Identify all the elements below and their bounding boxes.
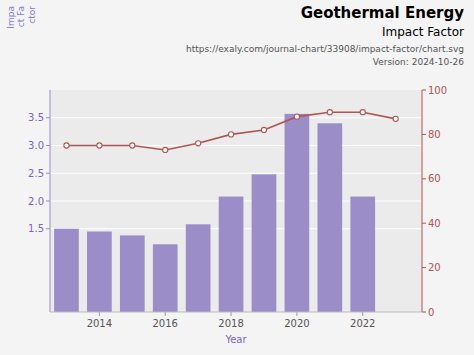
tick-label: 20 <box>428 262 441 273</box>
tick-label: 80 <box>428 129 441 140</box>
marker <box>163 147 168 152</box>
marker <box>228 132 233 137</box>
plot-area <box>50 90 422 312</box>
tick-label: 2020 <box>284 318 309 329</box>
subtitle: Impact Factor <box>382 25 464 39</box>
bar <box>87 232 112 312</box>
tick <box>422 223 426 224</box>
x-axis-label: Year <box>224 334 247 345</box>
bar <box>285 114 310 312</box>
marker <box>360 110 365 115</box>
bar <box>54 229 79 312</box>
tick-label: 100 <box>428 85 447 96</box>
tick <box>362 312 363 316</box>
tick <box>46 145 50 146</box>
tick-label: 3.5 <box>28 112 44 123</box>
background <box>0 0 474 355</box>
tick <box>422 90 426 91</box>
tick-label: 2.0 <box>28 196 44 207</box>
tick <box>422 267 426 268</box>
grid-line <box>50 117 422 118</box>
bar <box>186 224 211 312</box>
tick <box>46 173 50 174</box>
title: Geothermal Energy <box>301 4 465 22</box>
tick <box>422 312 426 313</box>
marker <box>196 141 201 146</box>
tick <box>46 228 50 229</box>
tick-label: 2.5 <box>28 168 44 179</box>
bar <box>350 197 375 312</box>
grid-line <box>50 173 422 174</box>
marker <box>261 127 266 132</box>
marker <box>393 116 398 121</box>
tick-label: 1.5 <box>28 223 44 234</box>
marks <box>54 110 398 312</box>
y-axis-label: Impact Factor <box>6 6 37 29</box>
marker <box>64 143 69 148</box>
tick <box>99 312 100 316</box>
bar <box>252 174 277 312</box>
bar <box>219 197 244 312</box>
tick <box>46 117 50 118</box>
y-axis-line <box>50 90 51 312</box>
annotation: Version: 2024-10-26 <box>373 57 465 67</box>
bar <box>153 244 178 312</box>
bar <box>120 235 145 312</box>
tick-label: 60 <box>428 173 441 184</box>
tick-label: 2014 <box>87 318 112 329</box>
bar <box>317 123 342 312</box>
tick <box>231 312 232 316</box>
marker <box>97 143 102 148</box>
marker <box>327 110 332 115</box>
annotation: https://exaly.com/journal-chart/33908/im… <box>186 44 464 54</box>
marker <box>130 143 135 148</box>
tick <box>422 178 426 179</box>
tick-label: 0 <box>428 307 434 318</box>
y-axis-label-line: ct Fa <box>16 6 26 27</box>
marker <box>294 114 299 119</box>
tick <box>46 201 50 202</box>
tick-label: 2022 <box>350 318 375 329</box>
tick-label: 40 <box>428 218 441 229</box>
tick <box>165 312 166 316</box>
x-axis-line <box>50 312 422 313</box>
y2-axis-line <box>422 90 423 312</box>
y-axis-label-line: ctor <box>27 6 37 24</box>
chart: 1.5 2.0 2.5 3.0 3.5 0 20 40 60 80 100 2014 2016 2018 2… <box>0 0 474 355</box>
tick <box>296 312 297 316</box>
tick <box>422 134 426 135</box>
y-axis-label-line: Impa <box>6 6 16 29</box>
line <box>66 112 395 150</box>
tick-label: 3.0 <box>28 140 44 151</box>
tick-label: 2018 <box>218 318 243 329</box>
tick-label: 2016 <box>152 318 177 329</box>
